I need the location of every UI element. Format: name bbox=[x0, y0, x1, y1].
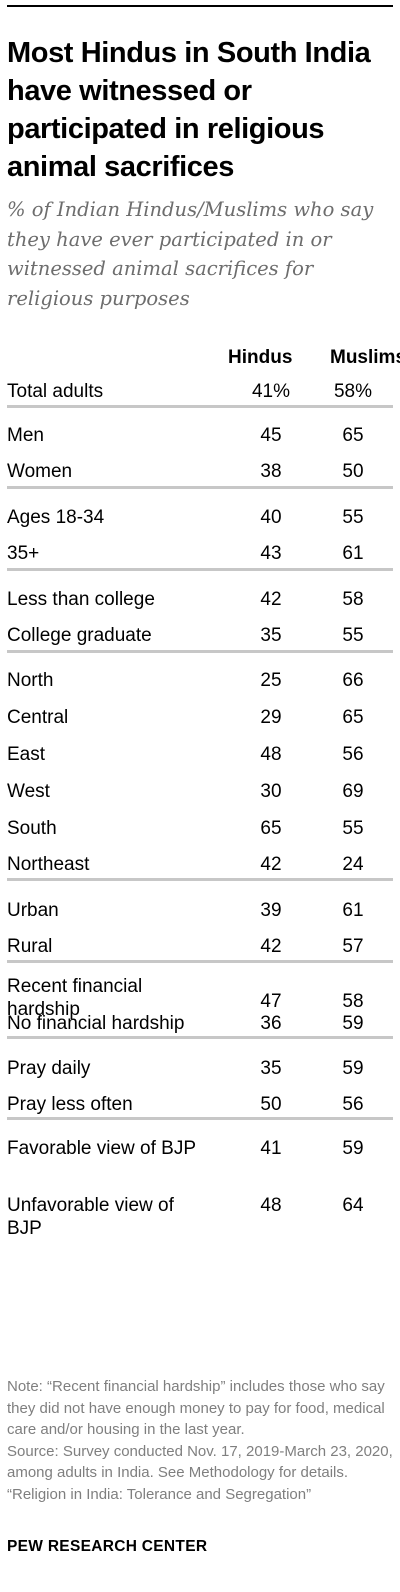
notes: Note: “Recent financial hardship” includ… bbox=[7, 1376, 393, 1505]
source-text: Source: Survey conducted Nov. 17, 2019-M… bbox=[7, 1442, 393, 1482]
value-muslims: 61 bbox=[342, 543, 364, 564]
row-label: Northeast bbox=[7, 854, 90, 875]
value-hindus: 47 bbox=[260, 991, 282, 1012]
value-hindus: 38 bbox=[260, 461, 282, 482]
row-label: Total adults bbox=[7, 381, 104, 402]
value-muslims: 55 bbox=[342, 625, 364, 646]
value-muslims: 61 bbox=[342, 900, 364, 921]
value-hindus: 41 bbox=[260, 1138, 282, 1159]
value-muslims: 69 bbox=[342, 781, 364, 802]
group-separator bbox=[7, 568, 393, 571]
value-muslims: 59 bbox=[342, 1058, 364, 1079]
value-muslims: 58% bbox=[333, 381, 373, 402]
value-muslims: 59 bbox=[342, 1013, 364, 1034]
row-label: West bbox=[7, 781, 50, 802]
value-muslims: 56 bbox=[342, 744, 364, 765]
value-muslims: 64 bbox=[342, 1195, 364, 1216]
value-muslims: 58 bbox=[342, 589, 364, 610]
value-muslims: 65 bbox=[342, 425, 364, 446]
value-hindus: 43 bbox=[260, 543, 282, 564]
top-rule bbox=[7, 5, 393, 7]
value-hindus: 39 bbox=[260, 900, 282, 921]
row-label: Women bbox=[7, 461, 73, 482]
value-hindus: 30 bbox=[260, 781, 282, 802]
row-label: Unfavorable view of BJP bbox=[7, 1195, 174, 1239]
value-muslims: 56 bbox=[342, 1094, 364, 1115]
group-separator bbox=[7, 960, 393, 963]
value-hindus: 42 bbox=[260, 589, 282, 610]
value-muslims: 24 bbox=[342, 854, 364, 875]
value-muslims: 66 bbox=[342, 670, 364, 691]
value-hindus: 65 bbox=[260, 818, 282, 839]
value-muslims: 55 bbox=[342, 507, 364, 528]
row-label: South bbox=[7, 818, 57, 839]
value-hindus: 35 bbox=[260, 1058, 282, 1079]
value-muslims: 65 bbox=[342, 707, 364, 728]
value-hindus: 40 bbox=[260, 507, 282, 528]
value-hindus: 36 bbox=[260, 1013, 282, 1034]
row-label: College graduate bbox=[7, 625, 152, 646]
value-hindus: 48 bbox=[260, 1195, 282, 1216]
row-label: Rural bbox=[7, 936, 53, 957]
chart-subtitle: % of Indian Hindus/Muslims who say they … bbox=[7, 198, 374, 310]
value-hindus: 45 bbox=[260, 425, 282, 446]
row-label: Men bbox=[7, 425, 44, 446]
report-title: “Religion in India: Tolerance and Segreg… bbox=[7, 1485, 312, 1503]
row-label: Recent financial hardship bbox=[7, 976, 143, 1020]
group-separator bbox=[7, 1036, 393, 1039]
row-label: East bbox=[7, 744, 46, 765]
group-separator bbox=[7, 878, 393, 881]
value-hindus: 29 bbox=[260, 707, 282, 728]
row-label: Urban bbox=[7, 900, 59, 921]
group-separator bbox=[7, 486, 393, 489]
value-hindus: 50 bbox=[260, 1094, 282, 1115]
row-label: Ages 18-34 bbox=[7, 507, 105, 528]
row-label: No financial hardship bbox=[7, 1013, 185, 1034]
column-header-muslims: Muslims bbox=[330, 347, 400, 368]
group-separator bbox=[7, 650, 393, 653]
value-hindus: 41% bbox=[251, 381, 291, 402]
value-muslims: 50 bbox=[342, 461, 364, 482]
value-muslims: 57 bbox=[342, 936, 364, 957]
note-text: Note: “Recent financial hardship” includ… bbox=[7, 1378, 385, 1438]
column-header-hindus: Hindus bbox=[228, 347, 293, 368]
row-label: Less than college bbox=[7, 589, 155, 610]
chart-title: Most Hindus in South India have witnesse… bbox=[7, 37, 371, 183]
row-label: 35+ bbox=[7, 543, 40, 564]
value-muslims: 59 bbox=[342, 1138, 364, 1159]
group-separator bbox=[7, 405, 393, 408]
value-muslims: 55 bbox=[342, 818, 364, 839]
group-separator bbox=[7, 1117, 393, 1120]
row-label: North bbox=[7, 670, 54, 691]
value-hindus: 42 bbox=[260, 854, 282, 875]
footer-brand: PEW RESEARCH CENTER bbox=[7, 1538, 208, 1555]
row-label: Pray daily bbox=[7, 1058, 91, 1079]
row-label: Central bbox=[7, 707, 69, 728]
value-hindus: 35 bbox=[260, 625, 282, 646]
value-hindus: 25 bbox=[260, 670, 282, 691]
row-label: Pray less often bbox=[7, 1094, 133, 1115]
row-label: Favorable view of BJP bbox=[7, 1138, 197, 1159]
value-hindus: 42 bbox=[260, 936, 282, 957]
value-muslims: 58 bbox=[342, 991, 364, 1012]
value-hindus: 48 bbox=[260, 744, 282, 765]
